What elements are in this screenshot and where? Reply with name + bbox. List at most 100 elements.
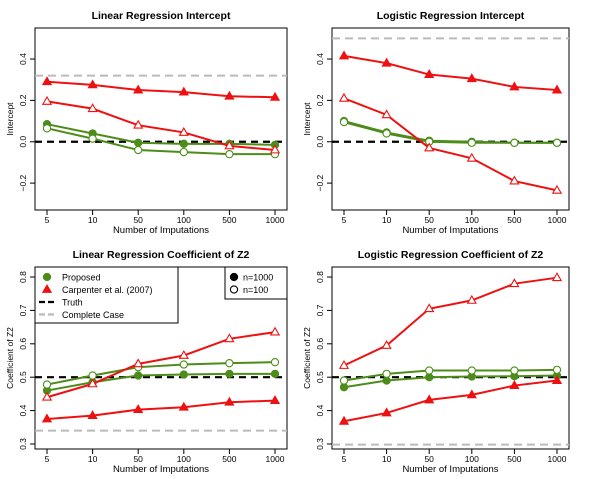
legend-swatch [229,285,239,294]
data-point [338,92,350,102]
chart-panel-2: Logistic Regression Intercept −0.2 0.0 0.2 0… [302,10,570,236]
series-line [46,399,276,420]
series-line [343,368,558,382]
x-tick-label: 100 [465,215,479,225]
data-point [133,404,144,414]
data-point [382,376,391,385]
data-point [467,366,476,375]
x-tick-label: 10 [382,215,392,225]
y-tick-label: 0.4 [18,404,28,416]
series-proposed-n100 [339,117,562,147]
data-point [382,129,391,138]
x-tick-label: 50 [424,215,434,225]
y-tick-label: 0.4 [315,53,325,65]
y-tick-label: 0.4 [315,404,325,416]
series-line [343,54,558,92]
series-carpenter-n100 [41,95,281,154]
x-tick-label: 5 [45,454,50,464]
x-tick-label: 1000 [548,215,567,225]
chart-panel-3: Linear Regression Coefficient of Z2 0.3 0.… [5,249,288,475]
data-point [134,138,143,147]
y-tick-label: 0.0 [315,136,325,148]
x-tick-label: 500 [222,454,236,464]
y-tick-label: 0.8 [18,271,28,283]
data-point [338,360,350,369]
series-line [46,100,276,152]
y-tick-label: 0.3 [18,438,28,450]
data-point [269,395,281,404]
data-point [42,124,52,133]
data-point [178,401,189,411]
y-tick-label: 0.6 [18,338,28,350]
series-carpenter-n1000 [338,375,563,425]
data-point [425,373,434,382]
data-point [224,140,235,150]
data-point [134,145,143,155]
data-point [41,391,53,401]
chart-title: Linear Regression Intercept [92,10,231,22]
data-point [179,370,188,379]
data-point [224,333,235,343]
data-point [338,50,350,60]
data-point [88,134,97,143]
series-carpenter-n1000 [338,50,563,94]
data-point [381,407,392,417]
data-point [381,339,392,349]
y-tick-label: 0.2 [18,94,28,106]
data-point [339,117,349,127]
data-point [178,126,189,136]
x-tick-label: 1000 [548,454,567,464]
data-point [42,380,52,389]
data-point [225,359,234,368]
y-axis-label: Coefficient of Z2 [5,327,15,389]
data-point [466,294,477,304]
y-tick-label: 0.3 [315,438,325,450]
legend-label: Proposed [62,273,101,283]
data-point [424,142,435,152]
data-point [509,175,520,185]
data-point [179,360,188,369]
data-point [551,184,563,194]
data-point [467,138,476,147]
legend-label: Truth [62,298,83,308]
series-line [343,120,557,144]
series-line [46,331,276,399]
y-tick-label: 0.5 [18,371,28,383]
legend-label: Carpenter et al. (2007) [62,285,153,295]
series-proposed-n100 [42,124,280,159]
data-point [269,91,281,101]
data-point [179,147,188,157]
data-point [179,139,188,148]
data-point [510,366,519,375]
y-tick-label: −0.2 [315,174,325,191]
data-point [424,394,435,404]
legend-swatch [42,272,52,282]
data-point [381,57,392,67]
data-point [270,358,280,367]
data-point [466,73,477,83]
data-point [87,103,98,113]
data-point [88,371,97,380]
x-tick-label: 1000 [266,454,285,464]
data-point [269,326,281,336]
x-tick-label: 100 [465,454,479,464]
data-point [509,278,520,288]
series-proposed-n100 [42,358,280,389]
data-point [270,369,280,379]
y-tick-label: 0.8 [315,271,325,283]
data-point [224,90,235,100]
data-point [133,358,144,368]
series-line [343,97,558,192]
chart-title: Linear Regression Coefficient of Z2 [73,249,250,261]
data-point [87,79,98,89]
y-tick-label: 0.5 [315,371,325,383]
series-line [343,379,558,423]
legend-swatch [229,272,239,282]
y-tick-label: 0.6 [315,338,325,350]
data-point [134,371,143,380]
legend-swatch [41,283,53,293]
y-axis-label: Coefficient of Z2 [302,327,312,389]
chart-panel-1: Linear Regression Intercept −0.2 0.0 0.2 0.4… [5,10,288,236]
data-point [509,81,520,91]
series-line [46,80,276,99]
